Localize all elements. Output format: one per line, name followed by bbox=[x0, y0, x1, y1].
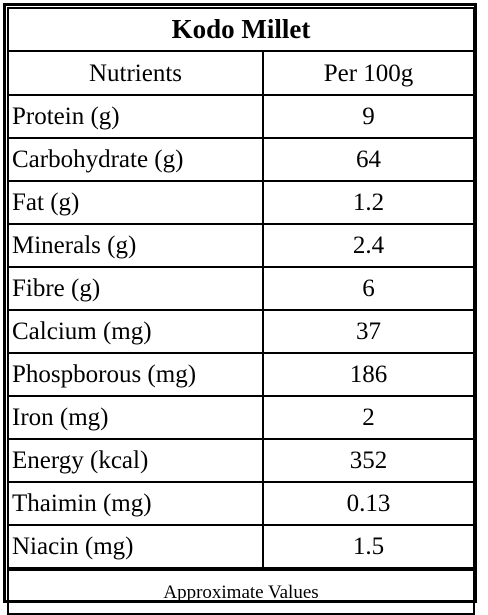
nutrient-value: 37 bbox=[261, 309, 476, 354]
nutrient-name: Niacin (mg) bbox=[7, 524, 264, 570]
nutrient-name: Iron (mg) bbox=[7, 395, 264, 440]
nutrient-value: 9 bbox=[261, 94, 476, 139]
nutrient-name: Thaimin (mg) bbox=[7, 481, 264, 526]
table-row: Energy (kcal) 352 bbox=[7, 438, 476, 483]
table-row: Thaimin (mg) 0.13 bbox=[7, 481, 476, 526]
table-row: Iron (mg) 2 bbox=[7, 395, 476, 440]
nutrient-value: 64 bbox=[261, 137, 476, 182]
nutrient-value: 2.4 bbox=[261, 223, 476, 268]
nutrient-value: 186 bbox=[261, 352, 476, 397]
nutrient-name: Phospborous (mg) bbox=[7, 352, 264, 397]
header-row: Nutrients Per 100g bbox=[7, 50, 476, 96]
table-row: Protein (g) 9 bbox=[7, 94, 476, 139]
column-header-nutrients: Nutrients bbox=[7, 50, 264, 96]
table-row: Phospborous (mg) 186 bbox=[7, 352, 476, 397]
nutrient-name: Protein (g) bbox=[7, 94, 264, 139]
table-row: Minerals (g) 2.4 bbox=[7, 223, 476, 268]
nutrient-name: Energy (kcal) bbox=[7, 438, 264, 483]
table-title: Kodo Millet bbox=[6, 7, 476, 52]
nutrient-name: Minerals (g) bbox=[7, 223, 264, 268]
nutrient-value: 352 bbox=[261, 438, 476, 483]
column-header-per-100g: Per 100g bbox=[261, 50, 476, 96]
nutrient-name: Fat (g) bbox=[7, 180, 264, 225]
nutrient-name: Calcium (mg) bbox=[7, 309, 264, 354]
table-row: Niacin (mg) 1.5 bbox=[7, 524, 476, 570]
nutrition-table: Kodo Millet Nutrients Per 100g Protein (… bbox=[6, 7, 476, 615]
table-row: Carbohydrate (g) 64 bbox=[7, 137, 476, 182]
nutrient-name: Fibre (g) bbox=[7, 266, 264, 311]
table-row: Calcium (mg) 37 bbox=[7, 309, 476, 354]
table-row: Fibre (g) 6 bbox=[7, 266, 476, 311]
nutrient-value: 1.2 bbox=[261, 180, 476, 225]
nutrient-value: 6 bbox=[261, 266, 476, 311]
table-row: Fat (g) 1.2 bbox=[7, 180, 476, 225]
footer-row: Approximate Values bbox=[6, 567, 476, 615]
nutrient-value: 0.13 bbox=[261, 481, 476, 526]
title-row: Kodo Millet bbox=[6, 7, 476, 52]
table-footnote: Approximate Values bbox=[6, 567, 476, 615]
nutrient-name: Carbohydrate (g) bbox=[7, 137, 264, 182]
nutrient-value: 1.5 bbox=[261, 524, 476, 570]
nutrient-value: 2 bbox=[261, 395, 476, 440]
